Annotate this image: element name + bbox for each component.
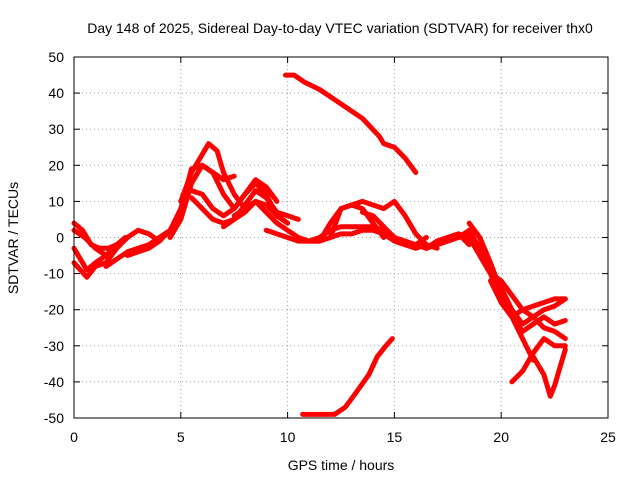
series-line-arc-27 — [300, 336, 395, 417]
ticks: 0 5 10 15 20 25 -50 -40 -30 -20 -10 0 10 20 30 40 50 — [44, 49, 616, 445]
series-line-arc-26 — [283, 72, 419, 175]
chart-title: Day 148 of 2025, Sidereal Day-to-day VTE… — [87, 20, 593, 36]
series-line-arc-6 — [124, 238, 162, 258]
series-line-arc-22 — [477, 253, 568, 342]
series-line-arc-21 — [466, 220, 536, 363]
series-line-arc-3 — [71, 227, 109, 258]
series-line-arc-8 — [178, 141, 248, 212]
series-line-arc-20 — [456, 227, 568, 327]
x-tick-label: 10 — [280, 429, 296, 445]
y-tick-label: 0 — [56, 230, 64, 246]
y-tick-label: -30 — [44, 338, 64, 354]
x-tick-label: 0 — [70, 429, 78, 445]
y-tick-label: -10 — [44, 266, 64, 282]
series-line-arc-9 — [189, 177, 280, 219]
y-tick-label: -20 — [44, 302, 64, 318]
series-line-arc-25 — [530, 346, 568, 399]
series-line-arc-24 — [509, 336, 568, 385]
y-tick-label: 10 — [48, 193, 64, 209]
y-tick-label: 30 — [48, 121, 64, 137]
x-tick-label: 15 — [387, 429, 403, 445]
y-tick-label: -40 — [44, 374, 64, 390]
series-line-arc-4 — [71, 235, 130, 280]
y-axis-label: SDTVAR / TECUs — [5, 182, 21, 294]
x-tick-label: 25 — [600, 429, 616, 445]
series-line-arc-23 — [488, 278, 568, 334]
x-tick-label: 5 — [177, 429, 185, 445]
y-tick-label: 40 — [48, 85, 64, 101]
y-tick-label: 50 — [48, 49, 64, 65]
series-group — [71, 72, 568, 417]
x-axis-label: GPS time / hours — [288, 457, 395, 473]
series-line-arc-16 — [327, 198, 440, 251]
series-line-arc-5 — [103, 227, 173, 269]
y-tick-label: 20 — [48, 157, 64, 173]
y-tick-label: -50 — [44, 410, 64, 426]
x-tick-label: 20 — [493, 429, 509, 445]
